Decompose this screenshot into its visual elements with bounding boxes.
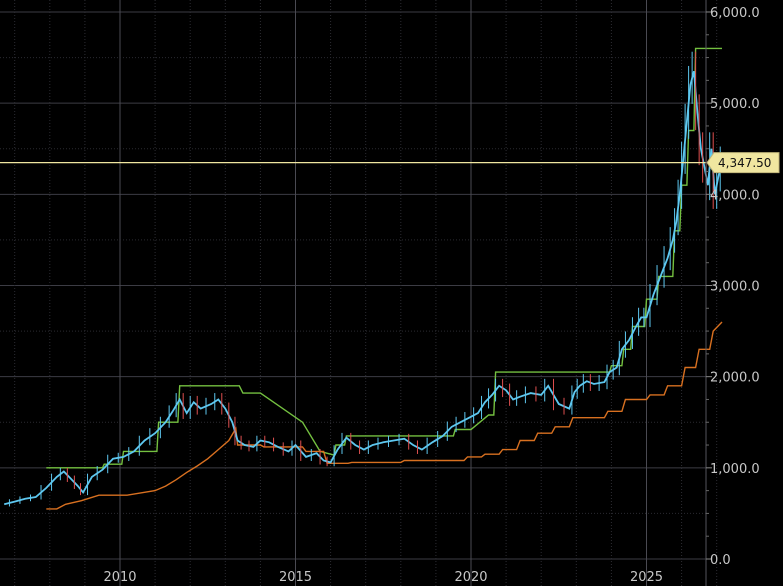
y-tick-label: 2,000.0 — [710, 371, 760, 386]
x-tick-label: 2025 — [630, 570, 663, 585]
current-price-label: 4,347.50 — [718, 156, 771, 170]
x-tick-label: 2010 — [103, 570, 136, 585]
current-price-tag — [706, 152, 780, 174]
y-tick-label: 5,000.0 — [710, 97, 760, 112]
current-price-marker: 4,347.50 — [0, 152, 780, 174]
lower-band-line — [46, 321, 723, 510]
x-axis: 2010 2015 2020 2025 — [103, 570, 663, 585]
series-layer — [3, 47, 723, 510]
y-tick-label: 3,000.0 — [710, 279, 760, 294]
x-tick-label: 2015 — [279, 570, 312, 585]
x-tick-label: 2020 — [454, 570, 487, 585]
y-axis: 0.0 1,000.0 2,000.0 3,000.0 4,000.0 5,000.0 6,… — [705, 0, 760, 586]
y-tick-label: 6,000.0 — [710, 6, 760, 21]
y-tick-label: 4,000.0 — [710, 188, 760, 203]
grid — [0, 0, 718, 586]
y-tick-label: 1,000.0 — [710, 462, 760, 477]
y-tick-label: 0.0 — [710, 553, 731, 568]
